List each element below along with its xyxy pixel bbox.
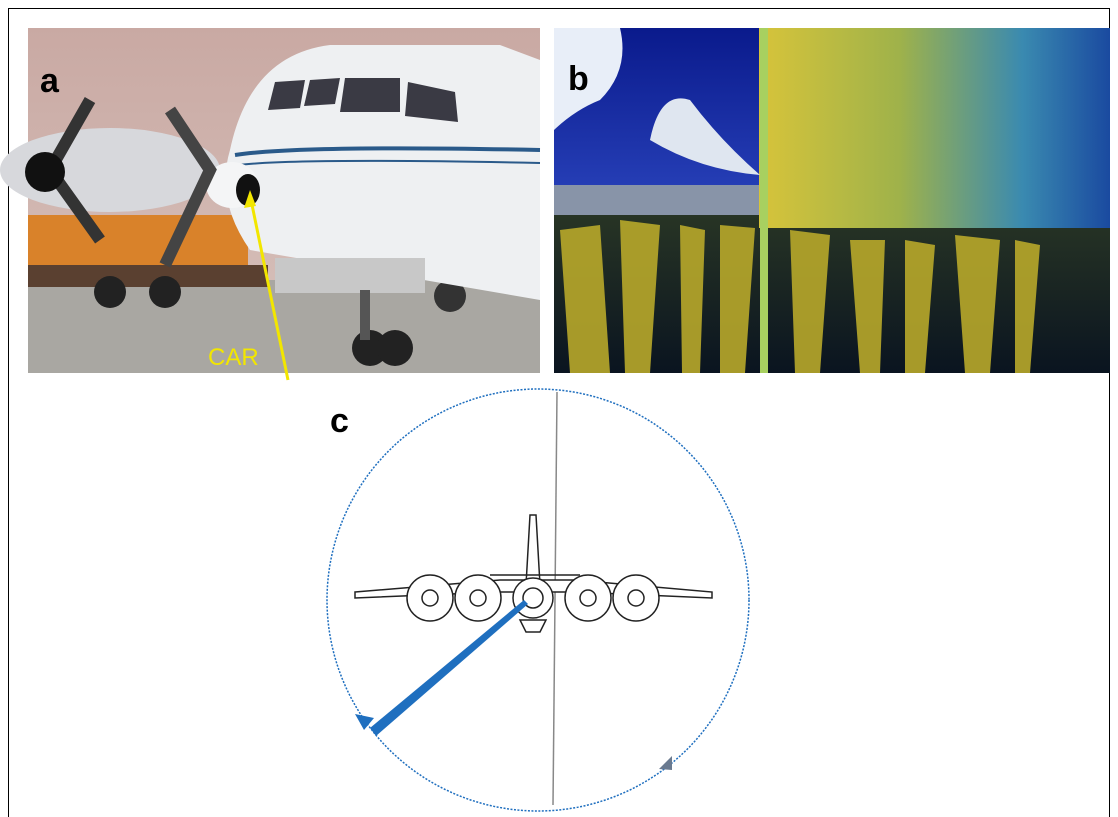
annotation: CAR xyxy=(208,344,259,371)
photo-aircraft xyxy=(0,28,540,373)
arrow-head xyxy=(659,756,672,770)
panel-label: a xyxy=(40,62,60,100)
page: CAR a b c (() => { const data = JSON.par… xyxy=(0,0,1118,817)
image-lidar xyxy=(554,28,1110,373)
panel-label: b xyxy=(568,60,589,98)
beam xyxy=(370,600,528,736)
figure: CAR a b c xyxy=(0,0,1118,817)
aircraft-front-view xyxy=(355,515,712,632)
panel-label: c xyxy=(330,402,349,440)
